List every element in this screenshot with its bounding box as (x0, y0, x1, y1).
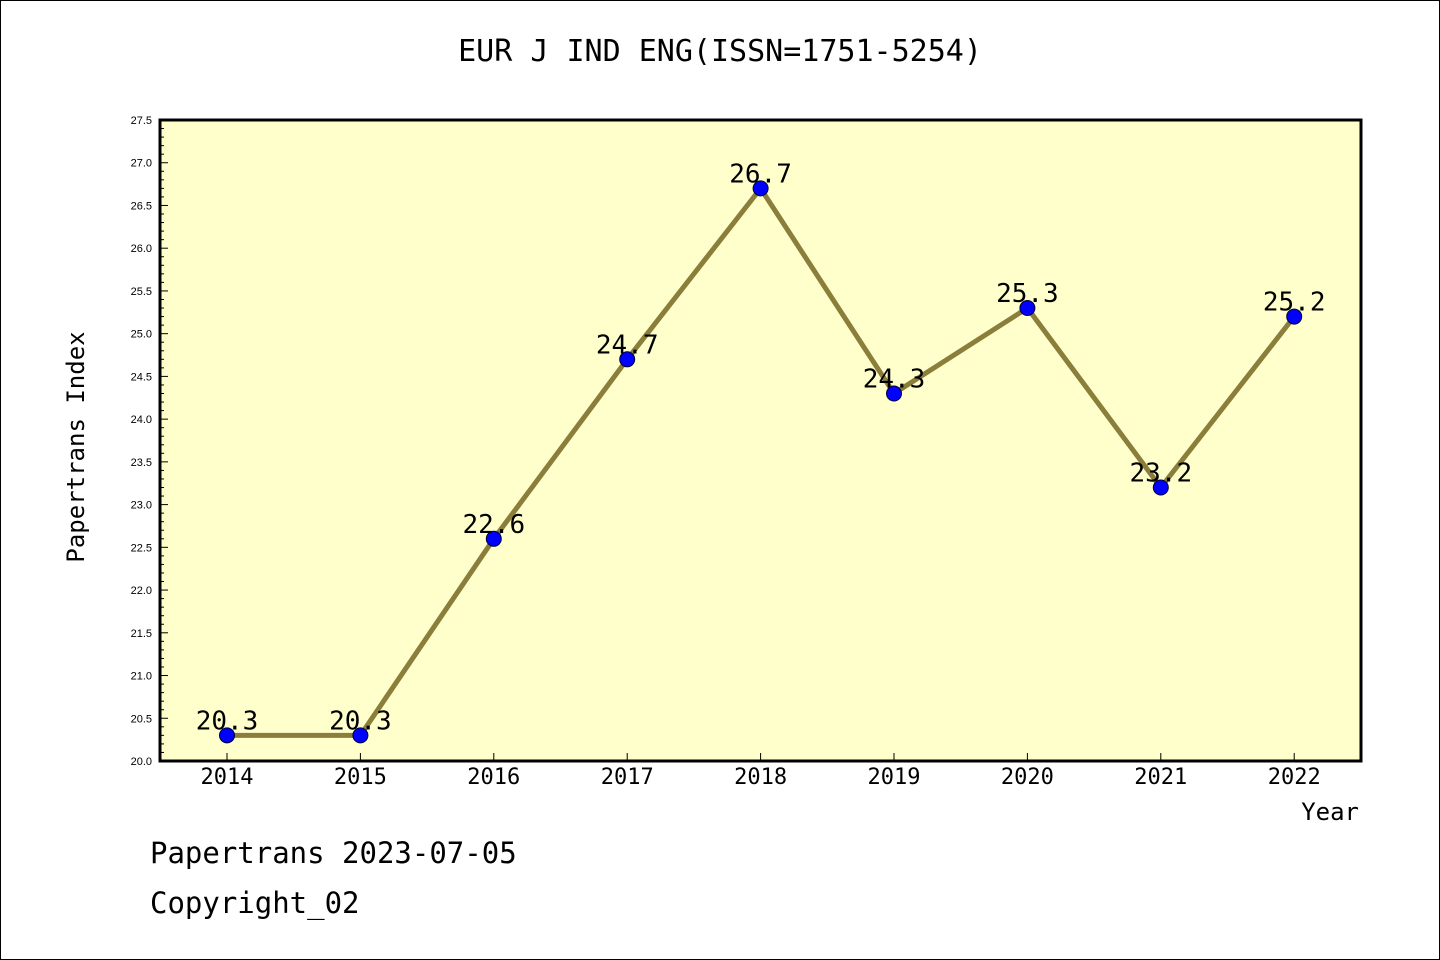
data-label: 26.7 (729, 159, 792, 189)
y-axis: 20.0 20.5 21.0 21.5 22.0 22.5 23.0 23.5 24.0 24.5… (131, 115, 168, 768)
y-tick-label: 25.0 (131, 329, 152, 341)
series-line-group (219, 180, 1303, 744)
y-axis-title: Papertrans Index (62, 331, 90, 562)
data-point (352, 727, 369, 744)
x-tick-label: 2017 (601, 765, 654, 790)
x-tick-label: 2020 (1001, 765, 1054, 790)
x-tick-label: 2014 (201, 765, 254, 790)
footer-copyright: Copyright_02 (150, 886, 360, 920)
x-tick-label: 2021 (1134, 765, 1187, 790)
footer-date: Papertrans 2023-07-05 (150, 836, 517, 870)
y-tick-label: 25.5 (131, 286, 152, 298)
data-label: 25.3 (996, 279, 1059, 309)
data-point (1019, 300, 1036, 317)
y-tick-label: 24.0 (131, 414, 152, 426)
data-point (219, 727, 235, 744)
y-tick-label: 23.0 (131, 500, 152, 512)
data-point (1286, 308, 1303, 325)
y-tick-label: 21.5 (131, 628, 152, 640)
data-point (752, 180, 769, 197)
y-tick-label: 20.0 (131, 756, 152, 768)
data-label: 20.3 (196, 706, 259, 736)
y-tick-label: 20.5 (131, 713, 152, 725)
x-axis: 2014 2015 2016 2017 2018 2019 2020 2021 2022 (201, 753, 1321, 790)
data-label: 20.3 (329, 706, 392, 736)
data-point (886, 385, 902, 402)
y-tick-label: 24.5 (131, 371, 152, 383)
y-tick-label: 26.5 (131, 200, 152, 212)
y-tick-label: 21.0 (131, 671, 152, 683)
x-tick-label: 2019 (868, 765, 921, 790)
data-labels: 20.3 20.3 22.6 24.7 26.7 24.3 25.3 23.2 25.2 (196, 159, 1326, 736)
data-label: 24.7 (596, 330, 659, 360)
x-axis-title: Year (1301, 798, 1359, 826)
x-tick-label: 2022 (1268, 765, 1321, 790)
y-tick-label: 22.0 (131, 585, 152, 597)
y-tick-label: 26.0 (131, 243, 152, 255)
y-tick-label: 23.5 (131, 457, 152, 469)
data-label: 22.6 (462, 510, 525, 540)
x-tick-label: 2018 (734, 765, 787, 790)
data-point (485, 530, 502, 547)
chart-title: EUR J IND ENG(ISSN=1751-5254) (458, 34, 982, 69)
y-tick-label: 27.0 (131, 158, 152, 170)
y-tick-label: 27.5 (131, 115, 152, 127)
data-label: 24.3 (863, 364, 926, 394)
data-point (619, 351, 636, 368)
data-point (1152, 479, 1169, 496)
x-tick-label: 2015 (334, 765, 387, 790)
x-tick-label: 2016 (467, 765, 520, 790)
data-label: 23.2 (1129, 459, 1192, 489)
y-tick-label: 22.5 (131, 542, 152, 554)
data-label: 25.2 (1263, 288, 1326, 318)
plot-area (158, 118, 1363, 763)
